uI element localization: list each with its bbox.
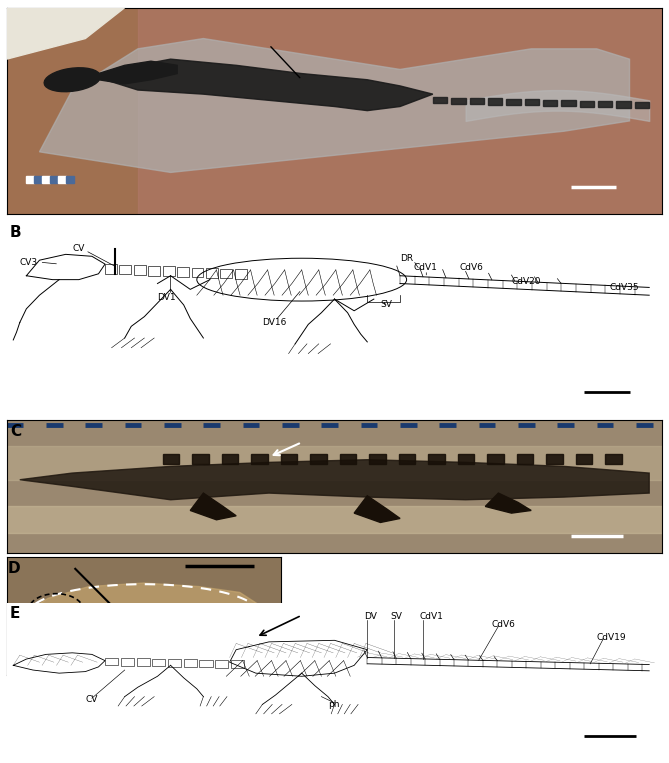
Bar bbox=[121, 658, 134, 665]
Polygon shape bbox=[190, 493, 236, 520]
Bar bbox=[105, 658, 118, 665]
Bar bbox=[7, 446, 662, 480]
Bar bbox=[163, 266, 175, 276]
Bar bbox=[458, 454, 474, 464]
Bar bbox=[215, 660, 228, 668]
Text: CdV35: CdV35 bbox=[610, 283, 640, 292]
Bar bbox=[470, 98, 484, 105]
Text: DR: DR bbox=[400, 254, 413, 262]
Bar bbox=[199, 660, 213, 667]
Bar bbox=[221, 454, 238, 464]
Bar bbox=[120, 265, 131, 275]
Bar bbox=[191, 268, 203, 277]
Bar bbox=[433, 97, 448, 104]
Text: CdV1: CdV1 bbox=[413, 263, 437, 272]
Polygon shape bbox=[98, 61, 177, 84]
Bar bbox=[153, 658, 165, 666]
Polygon shape bbox=[485, 493, 531, 513]
Text: SV: SV bbox=[381, 301, 392, 310]
Text: DV: DV bbox=[364, 613, 377, 621]
Bar bbox=[598, 101, 613, 107]
Bar bbox=[42, 175, 50, 182]
Text: B: B bbox=[10, 225, 21, 240]
Bar bbox=[58, 175, 66, 182]
Bar bbox=[451, 98, 466, 104]
Polygon shape bbox=[7, 8, 124, 59]
Text: CV: CV bbox=[72, 244, 84, 253]
Bar bbox=[134, 266, 146, 275]
Bar bbox=[506, 99, 520, 105]
Bar bbox=[192, 454, 209, 464]
Bar bbox=[252, 454, 268, 464]
Bar bbox=[168, 659, 181, 667]
Bar bbox=[50, 175, 58, 182]
Bar bbox=[105, 264, 117, 274]
Bar bbox=[235, 269, 247, 279]
Text: DV1: DV1 bbox=[157, 293, 176, 301]
Bar bbox=[399, 454, 415, 464]
Polygon shape bbox=[20, 459, 649, 500]
Polygon shape bbox=[354, 496, 400, 523]
Text: C: C bbox=[10, 423, 21, 439]
Bar bbox=[547, 454, 563, 464]
Bar bbox=[136, 658, 150, 666]
Bar bbox=[516, 454, 533, 464]
Bar bbox=[26, 175, 34, 182]
Bar bbox=[281, 454, 297, 464]
Bar bbox=[635, 101, 649, 108]
Text: CV: CV bbox=[86, 695, 98, 704]
Bar bbox=[66, 175, 74, 182]
Bar bbox=[163, 454, 179, 464]
Text: CdV1: CdV1 bbox=[419, 613, 444, 621]
Bar bbox=[524, 99, 539, 105]
Bar bbox=[206, 268, 218, 278]
Text: DV16: DV16 bbox=[262, 318, 287, 327]
Text: D: D bbox=[8, 561, 21, 575]
Text: CdV20: CdV20 bbox=[512, 277, 541, 286]
Polygon shape bbox=[20, 583, 267, 645]
Bar bbox=[310, 454, 326, 464]
Bar bbox=[487, 454, 504, 464]
Text: ph: ph bbox=[328, 700, 339, 709]
Bar bbox=[488, 98, 502, 105]
Text: CdV6: CdV6 bbox=[492, 620, 516, 629]
Polygon shape bbox=[105, 59, 433, 111]
Text: CV3: CV3 bbox=[20, 258, 38, 266]
Bar bbox=[428, 454, 445, 464]
Bar bbox=[369, 454, 385, 464]
Ellipse shape bbox=[44, 68, 100, 92]
Bar bbox=[184, 659, 197, 667]
Bar bbox=[616, 101, 631, 108]
Bar bbox=[177, 267, 189, 277]
Bar bbox=[231, 660, 244, 668]
Text: CdV19: CdV19 bbox=[597, 633, 626, 642]
Bar bbox=[605, 454, 622, 464]
Bar bbox=[340, 454, 356, 464]
Bar bbox=[138, 8, 662, 214]
Text: E: E bbox=[10, 606, 20, 621]
Bar bbox=[149, 266, 160, 275]
Bar bbox=[576, 454, 592, 464]
Bar bbox=[580, 101, 594, 107]
Text: A: A bbox=[10, 14, 21, 29]
Bar bbox=[543, 100, 557, 106]
Bar bbox=[7, 507, 662, 533]
Bar bbox=[561, 100, 576, 106]
Bar bbox=[34, 175, 42, 182]
Polygon shape bbox=[39, 39, 630, 172]
Text: CdV6: CdV6 bbox=[459, 263, 483, 272]
Bar bbox=[220, 269, 232, 278]
Text: SV: SV bbox=[390, 613, 402, 621]
